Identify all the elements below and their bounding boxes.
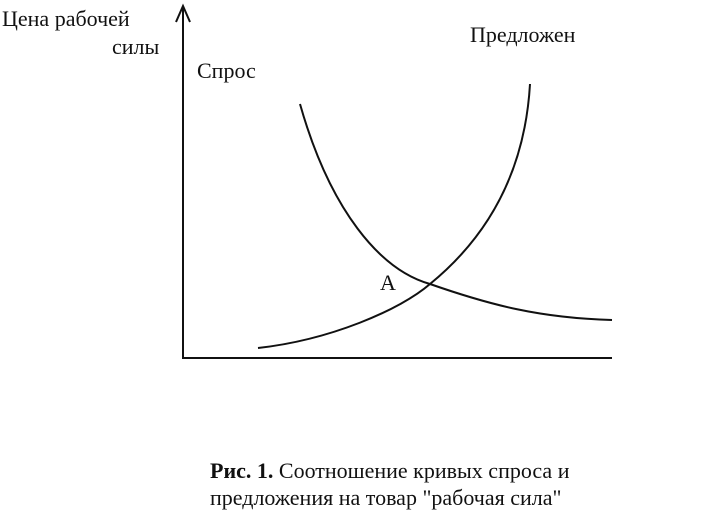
caption-number: Рис. 1. — [210, 458, 273, 483]
axis-label: Цена рабочей — [2, 6, 130, 31]
axis-label: силы — [112, 34, 160, 59]
caption-line: Соотношение кривых спроса и — [279, 458, 570, 483]
caption: Рис. 1. Соотношение кривых спроса и — [210, 458, 570, 483]
point-label: А — [380, 270, 396, 295]
supply-label: Предложен — [470, 22, 576, 47]
demand-label: Спрос — [197, 58, 256, 83]
caption-line: предложения на товар "рабочая сила" — [210, 485, 562, 510]
axis-arrow — [175, 3, 191, 23]
supply-curve — [257, 83, 531, 349]
demand-curve — [299, 103, 613, 321]
